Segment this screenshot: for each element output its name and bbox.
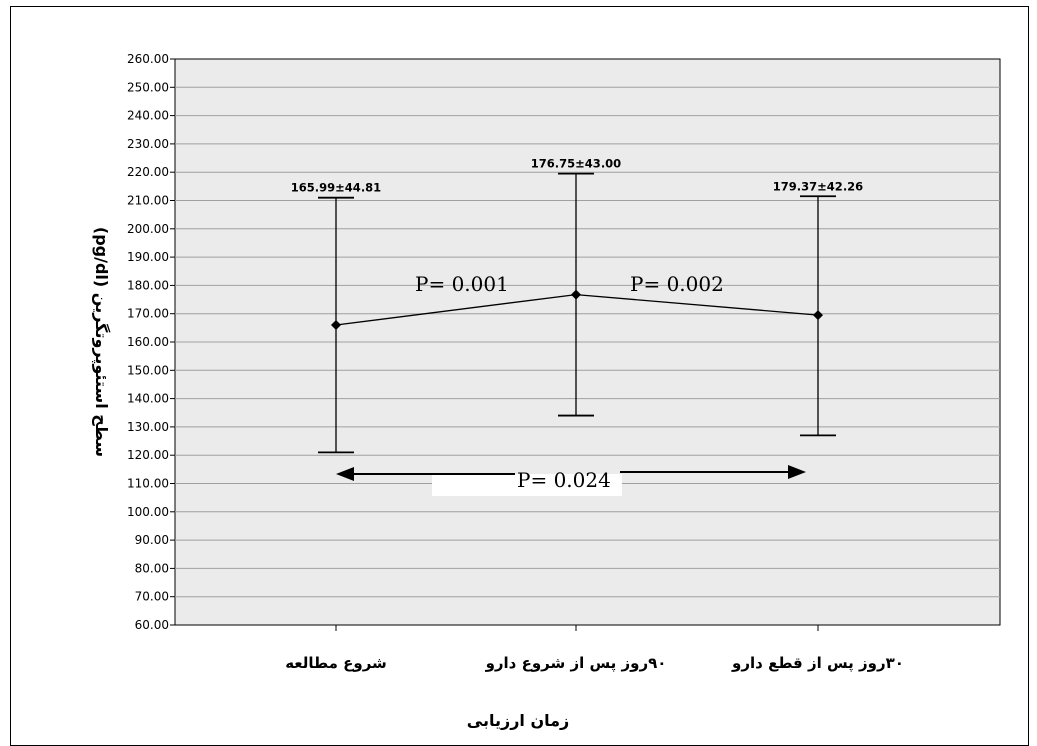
double-arrow-right (620, 465, 806, 479)
y-tick-label: 140.00 (127, 392, 169, 406)
annotations: P= 0.001 P= 0.002 P= 0.024 (336, 272, 806, 496)
y-tick-label: 250.00 (127, 80, 169, 94)
y-tick-label: 260.00 (127, 52, 169, 66)
x-axis-ticks (335, 625, 819, 631)
data-point-marker (813, 310, 823, 321)
mean-series (331, 289, 823, 331)
y-tick-label: 160.00 (127, 335, 169, 349)
x-axis-title: زمان ارزیابی (467, 711, 569, 730)
data-label: 165.99±44.81 (291, 181, 381, 195)
y-tick-label: 110.00 (127, 477, 169, 491)
y-axis-ticks: 60.00 70.00 80.00 90.00 100.00 110.00 120.00 13… (127, 52, 175, 632)
y-tick-label: 180.00 (127, 278, 169, 292)
double-arrow-left (336, 467, 515, 481)
y-tick-label: 90.00 (135, 533, 169, 547)
y-tick-label: 100.00 (127, 505, 169, 519)
y-tick-label: 190.00 (127, 250, 169, 264)
data-point-marker (331, 320, 341, 331)
y-tick-label: 80.00 (135, 561, 169, 575)
p-value-1-2: P= 0.001 (415, 272, 509, 296)
p-value-2-3: P= 0.002 (630, 272, 724, 296)
category-label: ۳۰روز پس از قطع دارو (731, 654, 904, 673)
y-tick-label: 70.00 (135, 590, 169, 604)
y-tick-label: 120.00 (127, 448, 169, 462)
y-tick-label: 210.00 (127, 194, 169, 208)
p-value-label-bg (432, 474, 622, 496)
y-tick-label: 220.00 (127, 165, 169, 179)
data-labels: 165.99±44.81 176.75±43.00 179.37±42.26 (291, 157, 863, 195)
p-value-1-3: P= 0.024 (517, 468, 611, 492)
y-tick-label: 240.00 (127, 109, 169, 123)
y-tick-label: 150.00 (127, 363, 169, 377)
y-tick-label: 230.00 (127, 137, 169, 151)
y-axis-title: سطح استئوپروتگرین (pg/dl) (91, 227, 111, 457)
y-tick-label: 170.00 (127, 307, 169, 321)
y-tick-label: 60.00 (135, 618, 169, 632)
category-label: شروع مطالعه (285, 654, 387, 672)
arrow-left-head-icon (336, 467, 354, 481)
category-labels: شروع مطالعه ۹۰روز پس از شروع دارو ۳۰روز پس… (285, 654, 904, 673)
data-label: 179.37±42.26 (773, 179, 863, 193)
data-label: 176.75±43.00 (531, 157, 621, 171)
data-point-marker (571, 289, 581, 300)
category-label: ۹۰روز پس از شروع دارو (485, 654, 667, 673)
arrow-right-head-icon (788, 465, 806, 479)
y-tick-label: 200.00 (127, 222, 169, 236)
y-tick-label: 130.00 (127, 420, 169, 434)
